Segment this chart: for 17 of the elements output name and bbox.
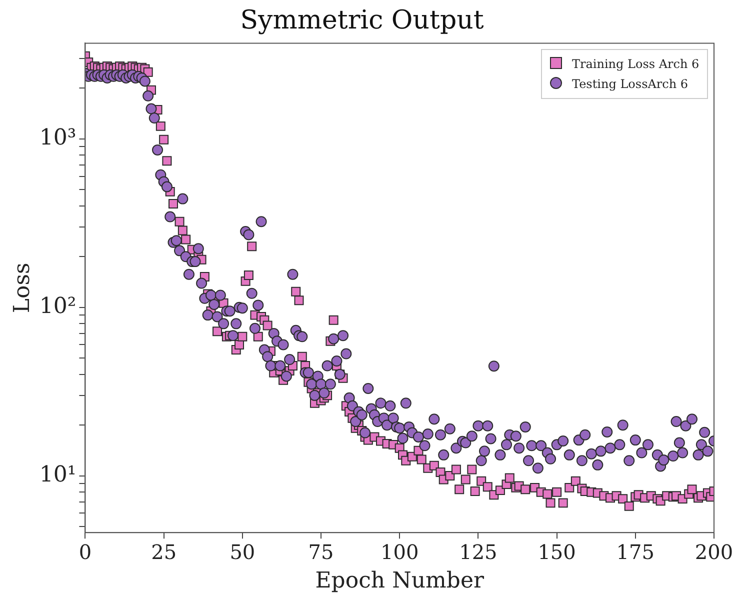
x-tick-label: 125 — [459, 540, 498, 564]
legend-label: Training Loss Arch 6 — [572, 57, 700, 72]
x-tick-label: 100 — [380, 540, 419, 564]
x-tick-label: 25 — [151, 540, 177, 564]
y-tick-label: 10¹ — [39, 462, 76, 488]
x-tick-label: 175 — [616, 540, 654, 564]
legend-label: Testing LossArch 6 — [572, 77, 688, 92]
x-tick-label: 50 — [230, 540, 256, 564]
chart-title: Symmetric Output — [240, 5, 484, 36]
y-tick-label: 10² — [39, 294, 76, 320]
y-axis-title: Loss — [10, 262, 35, 314]
x-tick-label: 150 — [538, 540, 576, 564]
x-tick-label: 200 — [694, 540, 734, 564]
y-tick-label: 10³ — [39, 126, 76, 151]
x-tick-label: 0 — [78, 540, 92, 564]
x-axis-title: Epoch Number — [315, 568, 484, 594]
x-tick-label: 75 — [308, 540, 334, 564]
